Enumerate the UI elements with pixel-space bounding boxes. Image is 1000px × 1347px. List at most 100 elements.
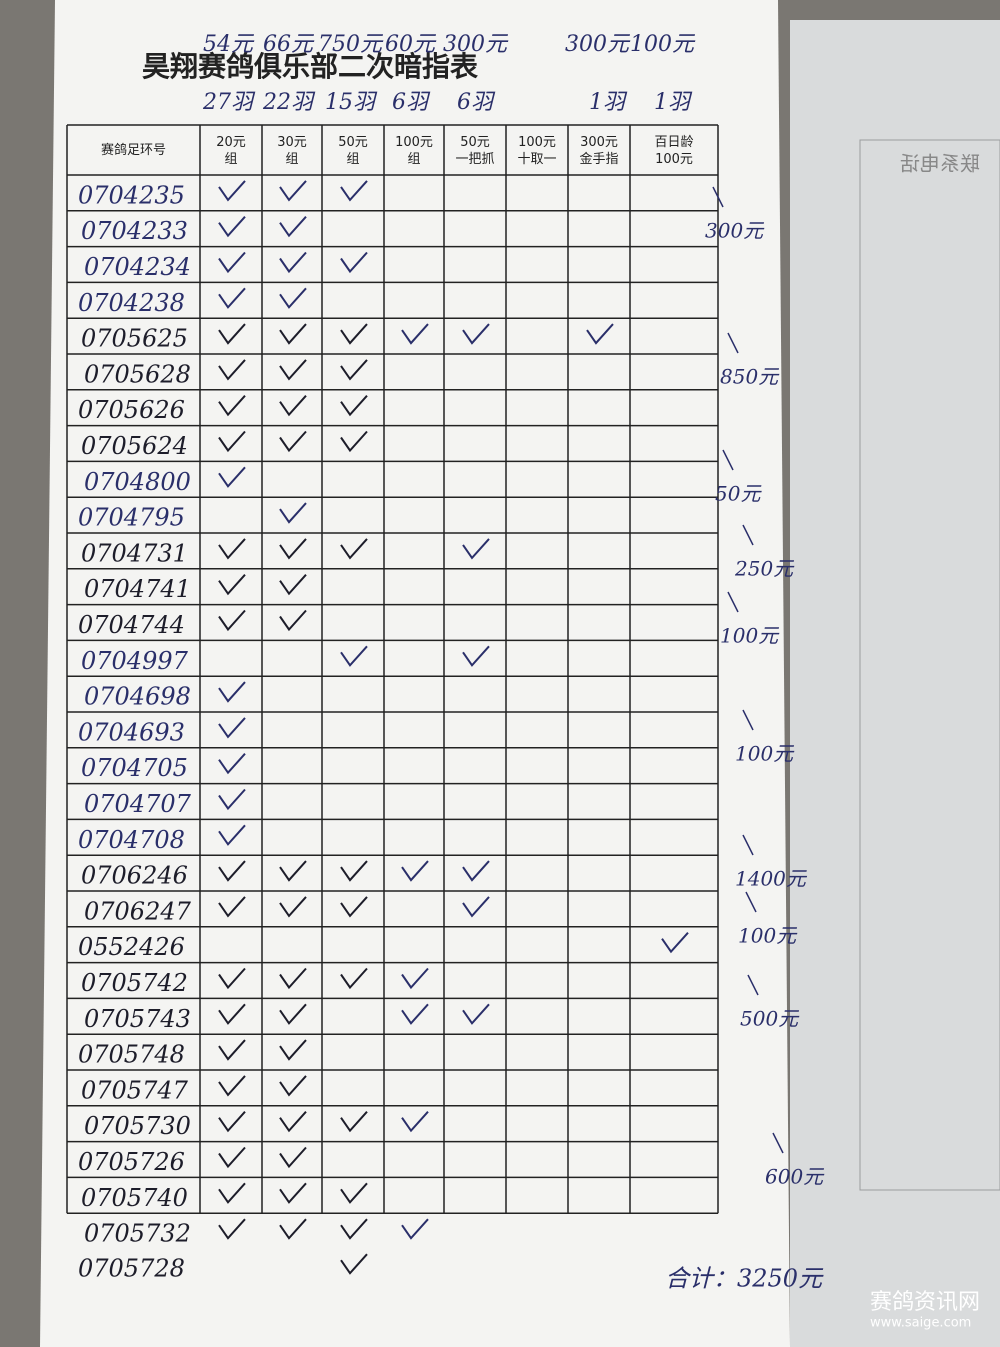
table: 赛鸽足环号 20元组 30元组 50元组 100元组 50元一把抓 100元十取一 300元金… xyxy=(66,32,825,1293)
check-mark xyxy=(279,1218,307,1240)
check-mark xyxy=(218,753,246,775)
check-mark xyxy=(218,967,246,990)
subtotal: 100元 xyxy=(720,624,780,648)
column-header: 100元组 xyxy=(395,135,433,167)
check-mark xyxy=(218,896,246,918)
check-mark xyxy=(279,216,307,238)
ring-number: 0704235 xyxy=(78,181,185,209)
column-header: 50元一把抓 xyxy=(455,135,494,167)
check-mark xyxy=(279,430,307,453)
ring-number: 0705628 xyxy=(84,360,191,388)
subtotal: 1400元 xyxy=(735,867,808,891)
column-header: 100元十取一 xyxy=(517,135,556,167)
column-amount: 300元 xyxy=(443,32,509,57)
subtotal: 850元 xyxy=(720,365,780,389)
subtotal: 100元 xyxy=(738,924,798,948)
ring-number: 0704997 xyxy=(81,647,189,675)
check-mark xyxy=(279,180,307,202)
ring-number: 0705730 xyxy=(84,1112,191,1140)
check-mark xyxy=(279,538,307,560)
check-mark xyxy=(218,538,246,560)
check-mark xyxy=(340,395,368,417)
check-mark xyxy=(279,860,307,882)
check-mark xyxy=(218,395,246,417)
column-count: 1羽 xyxy=(654,90,693,115)
subtotal: 300元 xyxy=(705,219,765,243)
column-amount: 750元 xyxy=(318,32,384,57)
check-mark xyxy=(218,323,246,345)
column-amount: 54元 xyxy=(203,32,255,57)
check-mark xyxy=(279,287,307,309)
column-count: 22羽 xyxy=(262,90,316,115)
check-mark xyxy=(218,251,246,274)
column-amount: 60元 xyxy=(385,32,437,57)
subtotal: 500元 xyxy=(740,1007,800,1031)
ring-number: 0705625 xyxy=(81,325,188,353)
brace-stroke xyxy=(727,332,739,354)
total: 合计：3250元 xyxy=(665,1265,824,1293)
subtotal: 50元 xyxy=(715,482,762,506)
check-mark xyxy=(462,323,490,345)
ring-number: 0704693 xyxy=(78,718,185,746)
brace-stroke xyxy=(772,1132,784,1154)
column-header: 30元组 xyxy=(277,135,307,167)
check-mark xyxy=(462,538,490,560)
check-mark xyxy=(218,609,246,632)
check-mark xyxy=(340,180,368,202)
check-mark xyxy=(340,896,368,918)
ring-number: 0704707 xyxy=(84,790,192,818)
ring-number: 0705728 xyxy=(78,1255,185,1283)
check-mark xyxy=(340,1218,368,1240)
check-mark xyxy=(279,323,307,345)
ring-number: 0704705 xyxy=(81,754,188,782)
ring-number: 0705626 xyxy=(78,396,185,424)
ring-number: 0706246 xyxy=(81,862,188,890)
back-frame xyxy=(859,139,1000,1191)
check-mark xyxy=(462,896,490,918)
check-mark xyxy=(218,180,246,202)
check-mark xyxy=(462,860,490,882)
ring-number: 0705743 xyxy=(84,1005,191,1033)
ring-number: 0705726 xyxy=(78,1148,185,1176)
ring-number: 0705742 xyxy=(81,969,188,997)
check-mark xyxy=(340,1182,368,1204)
brace-stroke xyxy=(747,974,759,996)
check-mark xyxy=(401,1218,429,1240)
column-header: 赛鸽足环号 xyxy=(101,142,166,158)
check-mark xyxy=(218,1003,246,1025)
check-mark xyxy=(340,1253,368,1275)
check-mark xyxy=(218,287,246,309)
check-mark xyxy=(279,359,307,381)
check-mark xyxy=(340,430,368,453)
check-mark xyxy=(340,251,368,274)
ring-number: 0704800 xyxy=(84,468,191,496)
brace-stroke xyxy=(712,186,724,208)
check-mark xyxy=(401,1111,429,1133)
column-amount: 100元 xyxy=(630,32,696,57)
ring-number: 0704744 xyxy=(78,611,185,639)
check-mark xyxy=(279,967,307,990)
column-count: 6羽 xyxy=(457,90,496,115)
check-mark xyxy=(279,395,307,417)
check-mark xyxy=(401,967,429,990)
check-mark xyxy=(279,1075,307,1097)
check-mark xyxy=(218,1039,246,1061)
check-mark xyxy=(218,1146,246,1169)
check-mark xyxy=(340,359,368,381)
column-count: 1羽 xyxy=(589,90,628,115)
check-mark xyxy=(340,1111,368,1133)
column-count: 27羽 xyxy=(202,90,256,115)
back-label: 联系电话 xyxy=(900,152,980,176)
check-mark xyxy=(279,1182,307,1204)
ring-number: 0705740 xyxy=(81,1184,188,1212)
check-mark xyxy=(279,1111,307,1133)
check-mark xyxy=(401,323,429,345)
check-mark xyxy=(279,1003,307,1025)
check-mark xyxy=(218,717,246,739)
ring-number: 0704741 xyxy=(84,575,191,603)
ring-number: 0704234 xyxy=(84,253,191,281)
subtotal: 600元 xyxy=(765,1165,825,1189)
check-mark xyxy=(218,824,246,846)
check-mark xyxy=(218,860,246,882)
